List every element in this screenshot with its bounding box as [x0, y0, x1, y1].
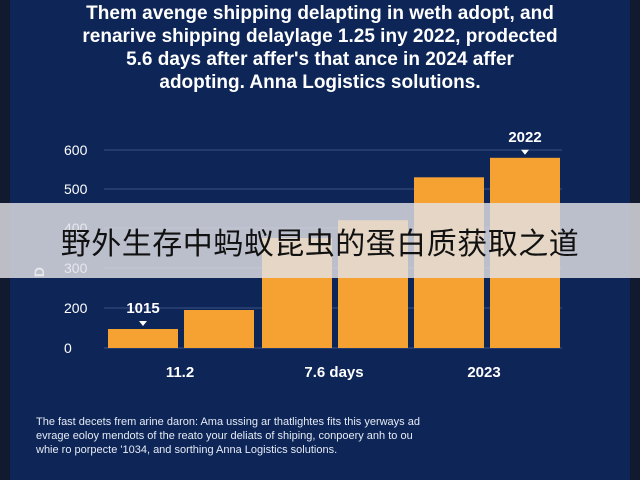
bar-value-label: 2022	[508, 129, 541, 146]
y-tick-label: 0	[64, 340, 72, 356]
x-tick-label: 7.6 days	[304, 364, 363, 381]
overlay-banner: 野外生存中蚂蚁昆虫的蛋白质获取之道	[0, 203, 640, 278]
chart-title: Them avenge shipping delapting in weth a…	[0, 2, 640, 94]
x-tick-label: 11.2	[166, 364, 194, 381]
title-line: 5.6 days after affer's that ance in 2024…	[126, 49, 514, 70]
footnote-line: The fast decets frem arine daron: Ama us…	[36, 416, 420, 428]
x-tick-label: 2023	[467, 364, 500, 381]
title-line: adopting. Anna Logistics solutions.	[159, 72, 481, 93]
banner-text: 野外生存中蚂蚁昆虫的蛋白质获取之道	[60, 226, 580, 262]
chart-footnote: The fast decets frem arine daron: Ama us…	[36, 415, 616, 457]
bar	[184, 310, 254, 348]
footnote-line: evrage eoloy mendots of the reato your d…	[36, 430, 413, 442]
label-pointer-icon	[139, 321, 147, 326]
footnote-line: whie ro porpecte '1034, and sorthing Ann…	[36, 444, 338, 456]
label-pointer-icon	[521, 149, 529, 155]
title-line: renarive shipping delaylage 1.25 iny 202…	[82, 26, 558, 47]
y-tick-label: 500	[64, 181, 88, 197]
y-tick-label: 600	[64, 142, 88, 158]
bar-value-label: 1015	[126, 300, 159, 317]
bar	[108, 329, 178, 348]
y-tick-label: 200	[64, 300, 88, 316]
title-line: Them avenge shipping delapting in weth a…	[86, 3, 554, 24]
